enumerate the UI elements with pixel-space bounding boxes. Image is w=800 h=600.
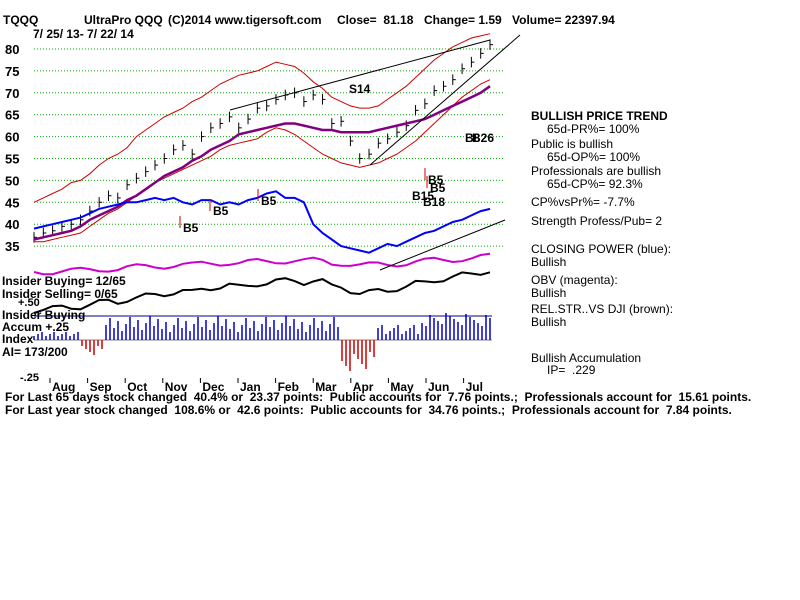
copyright-text: (C)2014 www.tigersoft.com bbox=[168, 13, 322, 27]
y-tick-label: 45 bbox=[5, 195, 19, 210]
lower-band bbox=[34, 79, 491, 243]
obv-value: Bullish bbox=[531, 286, 567, 300]
footer-year: For Last year stock changed 108.6% or 42… bbox=[5, 403, 732, 417]
month-label: Oct bbox=[127, 380, 147, 394]
accum-plus50-label: +.50 bbox=[18, 297, 40, 309]
ticker-symbol: TQQQ bbox=[3, 13, 39, 27]
month-label: Jun bbox=[428, 380, 449, 394]
trend-title: BULLISH PRICE TREND bbox=[531, 109, 668, 123]
pros-sub: 65d-CP%= 92.3% bbox=[547, 177, 643, 191]
strength-ratio: Strength Profess/Pub= 2 bbox=[531, 214, 663, 228]
ai-value: AI= 173/200 bbox=[2, 345, 68, 359]
month-label: Jan bbox=[240, 380, 261, 394]
signal-b5-label: B5 bbox=[261, 194, 277, 208]
relstr-line bbox=[33, 271, 491, 314]
month-label: Mar bbox=[315, 380, 337, 394]
accumulation-ip: IP= .229 bbox=[547, 363, 596, 377]
signal-s14-label: S14 bbox=[349, 82, 371, 96]
month-label: May bbox=[390, 380, 414, 394]
y-tick-label: 60 bbox=[5, 130, 19, 145]
volume-value: Volume= 22397.94 bbox=[512, 13, 615, 27]
insider-selling-label: Insider Selling= 0/65 bbox=[2, 287, 118, 301]
month-label: Nov bbox=[165, 380, 188, 394]
y-tick-labels: 80 75 70 65 60 55 50 45 40 35 bbox=[5, 42, 19, 254]
month-label: Dec bbox=[202, 380, 224, 394]
month-label: Aug bbox=[52, 380, 75, 394]
date-range: 7/ 25/ 13- 7/ 22/ 14 bbox=[33, 27, 134, 41]
accum-index-label: Accum +.25 bbox=[2, 320, 70, 334]
y-tick-label: 40 bbox=[5, 217, 19, 232]
obv-title: OBV (magenta): bbox=[531, 273, 618, 287]
price-gridlines bbox=[34, 48, 505, 247]
upper-band bbox=[33, 33, 491, 203]
month-label: Feb bbox=[278, 380, 299, 394]
obv-line bbox=[33, 252, 491, 276]
month-label: Sep bbox=[90, 380, 112, 394]
closing-power-title: CLOSING POWER (blue): bbox=[531, 242, 672, 256]
y-tick-label: 55 bbox=[5, 152, 19, 167]
support-trendline bbox=[369, 34, 521, 166]
y-tick-label: 75 bbox=[5, 64, 19, 79]
month-label: Apr bbox=[353, 380, 374, 394]
trend-sub: 65d-PR%= 100% bbox=[547, 122, 640, 136]
closing-power-value: Bullish bbox=[531, 255, 567, 269]
month-label: Jul bbox=[466, 380, 483, 394]
y-tick-label: 70 bbox=[5, 86, 19, 101]
cp-trendline bbox=[379, 219, 506, 271]
insider-buying-label: Insider Buying= 12/65 bbox=[2, 274, 126, 288]
change-value: Change= 1.59 bbox=[424, 13, 502, 27]
y-tick-label: 80 bbox=[5, 42, 19, 57]
accum-minus25-label: -.25 bbox=[20, 372, 39, 384]
signal-b18-label: B18 bbox=[423, 195, 445, 209]
y-tick-label: 65 bbox=[5, 108, 19, 123]
upper-trendline bbox=[229, 39, 491, 111]
signal-b26-label: B26 bbox=[472, 131, 494, 145]
moving-average bbox=[33, 85, 491, 241]
signal-b5-label: B5 bbox=[213, 204, 229, 218]
y-tick-label: 50 bbox=[5, 173, 19, 188]
public-title: Public is bullish bbox=[531, 137, 614, 151]
month-labels: Aug Sep Oct Nov Dec Jan Feb Mar Apr May Jun Jul bbox=[49, 378, 483, 394]
accumulation-panel bbox=[33, 313, 492, 371]
signal-b5-label: B5 bbox=[430, 181, 446, 195]
y-tick-label: 35 bbox=[5, 239, 19, 254]
accumulation-title: Bullish Accumulation bbox=[531, 351, 642, 365]
relstr-value: Bullish bbox=[531, 315, 567, 329]
signal-b8-label: B8 bbox=[465, 131, 481, 145]
public-sub: 65d-OP%= 100% bbox=[547, 150, 641, 164]
pros-title: Professionals are bullish bbox=[531, 164, 662, 178]
index-label: Index bbox=[2, 332, 34, 346]
close-value: Close= 81.18 bbox=[337, 13, 414, 27]
signal-b5-label: B5 bbox=[428, 173, 444, 187]
closing-power-line bbox=[33, 190, 491, 254]
signal-b15-label: B15 bbox=[412, 189, 434, 203]
relstr-title: REL.STR..VS DJI (brown): bbox=[531, 302, 674, 316]
insider-buying-label-2: Insider Buying bbox=[2, 308, 86, 322]
security-name: UltraPro QQQ bbox=[84, 13, 163, 27]
price-series bbox=[33, 33, 521, 314]
footer-65-day: For Last 65 days stock changed 40.4% or … bbox=[5, 390, 752, 404]
cp-vs-pr: CP%vsPr%= -7.7% bbox=[531, 195, 635, 209]
signal-b5-label: B5 bbox=[183, 221, 199, 235]
